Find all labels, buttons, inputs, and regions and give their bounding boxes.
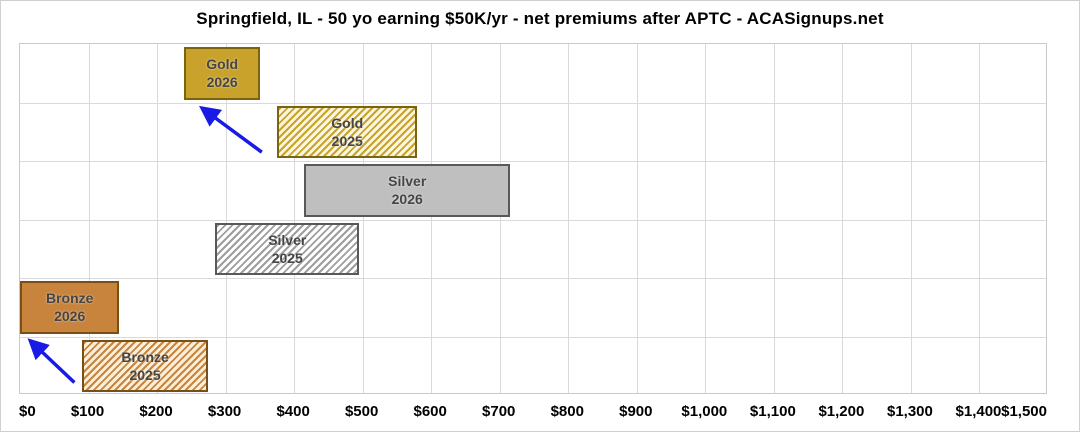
chart-title: Springfield, IL - 50 yo earning $50K/yr … [196, 9, 884, 28]
gridline-horizontal [20, 102, 1046, 104]
x-axis-tick-label: $800 [550, 403, 584, 420]
gridline-horizontal [20, 336, 1046, 338]
bar-silver-2026: Silver 2026 [304, 164, 510, 217]
gridline-vertical [705, 44, 707, 393]
gridline-vertical [773, 44, 775, 393]
gridline-vertical [362, 44, 364, 393]
gridline-horizontal [20, 161, 1046, 162]
gridline-vertical [568, 44, 570, 393]
bar-label-year: 2026 [54, 308, 86, 325]
bar-label-year: 2025 [271, 249, 303, 266]
bar-label-tier: Gold [331, 114, 364, 131]
bar-gold-2025: Gold 2025 [277, 105, 418, 158]
bar-bronze-2026: Bronze 2026 [20, 281, 120, 334]
bar-bronze-2025: Bronze 2025 [81, 339, 209, 392]
bar-label-tier: Silver [388, 173, 427, 190]
bar-label-tier: Silver [268, 231, 307, 248]
x-axis-tick-label: $0 [19, 403, 36, 420]
gridline-vertical [431, 44, 433, 393]
gridline-vertical [499, 44, 501, 393]
gridline-vertical [636, 44, 638, 393]
plot-area: Gold 2026 Gold 2025 Silver 2026 Silver 2025 Bron… [19, 43, 1047, 394]
gridline-vertical [979, 44, 981, 393]
bar-label-tier: Bronze [45, 290, 94, 307]
x-axis-tick-label: $500 [344, 403, 379, 420]
gridline-vertical [842, 44, 844, 393]
x-axis-tick-label: $400 [276, 403, 310, 420]
bronze-decrease-arrow [27, 338, 76, 384]
gridline-horizontal [20, 278, 1046, 279]
x-axis-tick-label: $1,300 [886, 403, 933, 420]
bar-gold-2026: Gold 2026 [184, 47, 260, 100]
x-axis-tick-label: $900 [619, 403, 653, 420]
bar-label-tier: Gold [206, 56, 239, 73]
x-axis-tick-label: $1,200 [818, 403, 865, 420]
x-axis-tick-label: $100 [70, 403, 105, 420]
x-axis-tick-label: $300 [207, 403, 242, 420]
gridline-vertical [88, 44, 90, 393]
x-axis-tick-label: $200 [139, 403, 173, 420]
gridline-vertical [157, 44, 159, 393]
gold-decrease-arrow [199, 105, 263, 154]
x-axis-tick-label: $1,500 [1001, 403, 1047, 420]
bar-silver-2025: Silver 2025 [215, 222, 360, 275]
gridline-vertical [225, 44, 227, 393]
bar-label-year: 2025 [331, 132, 363, 149]
bar-label-year: 2026 [206, 74, 238, 91]
gridline-vertical [294, 44, 296, 393]
x-axis-tick-label: $1,100 [749, 403, 796, 420]
bar-label-year: 2025 [129, 366, 161, 383]
x-axis-tick-label: $600 [413, 403, 447, 420]
bar-label-year: 2026 [391, 191, 423, 208]
x-axis: $0 $100 $200 $300 $400 $500 $600 $700 $800 $900 $1… [1, 401, 1079, 425]
x-axis-tick-label: $700 [482, 403, 516, 420]
gridline-horizontal [20, 219, 1046, 221]
x-axis-tick-label: $1,000 [681, 403, 728, 420]
gridline-vertical [910, 44, 912, 393]
x-axis-tick-label: $1,400 [955, 403, 1002, 420]
bar-label-tier: Bronze [121, 348, 169, 365]
